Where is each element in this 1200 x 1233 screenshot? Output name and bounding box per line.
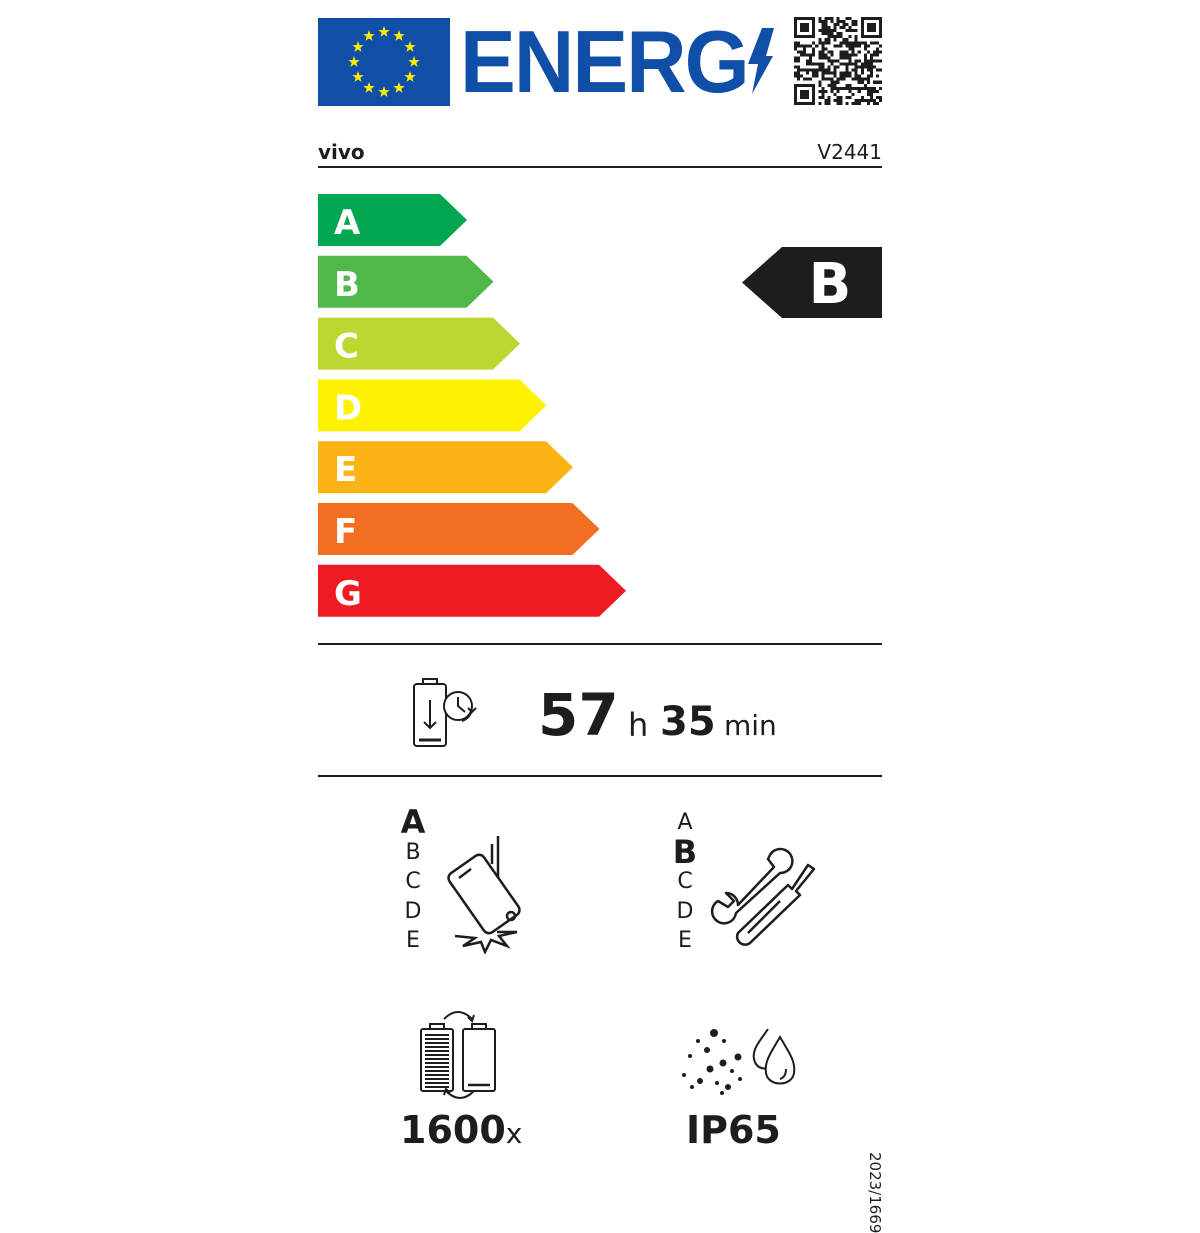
eu-star-icon [363, 82, 375, 93]
class-letter-e: E [406, 928, 420, 953]
energy-class-bar-d: D [318, 379, 547, 432]
energy-label-logo-text: ENERG [460, 12, 750, 111]
energy-class-arrow [318, 503, 600, 555]
energy-class-arrow [318, 194, 467, 246]
class-letter-d: D [676, 898, 694, 924]
battery-endurance-hours: 57 [538, 681, 619, 749]
phone-drop-icon [447, 836, 521, 954]
ingress-protection-rating: IP65 [686, 1108, 781, 1152]
energy-class-bar-g: G [318, 564, 626, 617]
wrench-screwdriver-icon [710, 847, 816, 946]
class-letter-b: B [405, 839, 421, 865]
eu-star-icon [378, 86, 390, 97]
divider [318, 166, 882, 168]
energy-class-bar-c: C [318, 317, 520, 370]
energy-class-label: C [334, 327, 359, 367]
class-letter-a: A [400, 803, 426, 841]
brand-name: vivo [318, 140, 365, 164]
energy-class-arrow [318, 441, 573, 494]
energy-class-arrow [318, 255, 494, 308]
minutes-unit: min [724, 709, 777, 742]
energy-class-label: F [334, 512, 357, 552]
energy-class-label: G [334, 574, 362, 614]
battery-endurance-minutes: 35 [660, 699, 716, 745]
eu-star-icon [393, 30, 405, 41]
eu-star-icon [352, 41, 364, 52]
eu-flag-logo [318, 18, 450, 106]
qr-code[interactable] [794, 17, 882, 105]
eu-star-icon [393, 82, 405, 93]
energy-class-arrow [318, 564, 626, 617]
energy-class-label: E [334, 450, 357, 490]
eu-star-icon [404, 41, 416, 52]
eu-star-icon [378, 26, 390, 37]
energy-class-bar-a: A [318, 194, 467, 246]
eu-star-icon [363, 30, 375, 41]
divider [318, 643, 882, 645]
hours-unit: h [628, 706, 649, 744]
energy-class-bar-f: F [318, 503, 600, 555]
energy-class-arrow [318, 317, 520, 370]
battery-cycles-value: 1600x [400, 1108, 522, 1152]
energy-class-rating-arrow: B [742, 247, 882, 318]
lightning-bolt-icon [748, 28, 774, 94]
eu-star-icon [408, 56, 420, 67]
cycles-unit: x [505, 1117, 523, 1150]
energy-class-label: B [334, 265, 360, 305]
regulation-number: 2023/1669 [866, 1152, 884, 1233]
energy-class-arrow [318, 379, 547, 432]
energy-class-bar-b: B [318, 255, 494, 308]
energy-class-rating: B [809, 252, 852, 317]
class-letter-b: B [672, 832, 698, 871]
energy-class-bar-e: E [318, 441, 573, 494]
model-identifier: V2441 [817, 140, 882, 164]
class-letter-e: E [678, 928, 692, 953]
class-letter-c: C [677, 869, 693, 894]
eu-star-icon [352, 71, 364, 82]
energy-class-label: A [334, 203, 361, 243]
divider [318, 775, 882, 777]
battery-clock-icon [413, 678, 477, 747]
energy-class-label: D [334, 388, 362, 428]
battery-cycles-icon [420, 1011, 496, 1099]
dust-water-icon [682, 1028, 796, 1095]
eu-star-icon [348, 56, 360, 67]
eu-star-icon [404, 71, 416, 82]
class-letter-a: A [677, 810, 693, 835]
class-letter-c: C [405, 869, 421, 894]
class-letter-d: D [404, 898, 422, 924]
cycles-number: 1600 [400, 1108, 506, 1152]
